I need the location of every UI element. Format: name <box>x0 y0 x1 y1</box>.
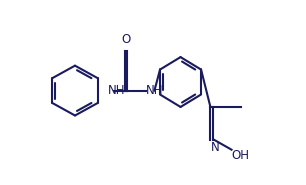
Text: OH: OH <box>232 149 249 162</box>
Text: N: N <box>211 141 220 154</box>
Text: NH: NH <box>146 84 163 97</box>
Text: NH: NH <box>108 84 125 97</box>
Text: O: O <box>121 33 130 46</box>
